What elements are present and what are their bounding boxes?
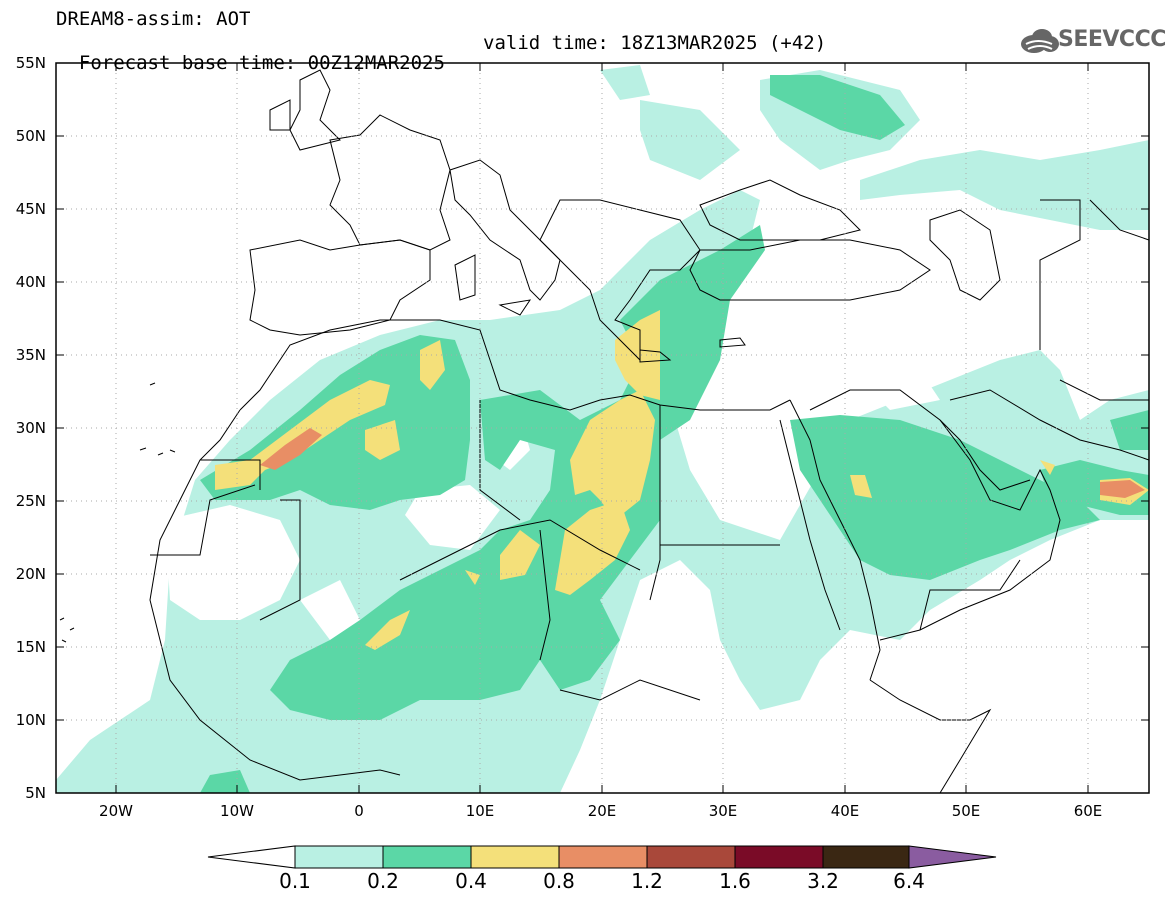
coastlines [59,69,1149,793]
lat-label: 20N [15,565,46,583]
colorbar-label: 0.1 [279,869,311,893]
lat-label: 25N [15,492,46,510]
lat-label: 10N [15,711,46,729]
lon-label: 10E [465,802,495,820]
colorbar-label: 1.2 [631,869,663,893]
colorbar-label: 0.2 [367,869,399,893]
lat-label: 15N [15,638,46,656]
lat-label: 30N [15,419,46,437]
colorbar-bin-4 [558,845,648,869]
graticule [56,63,1149,793]
colorbar-label: 3.2 [807,869,839,893]
cloud-icon [1021,29,1059,53]
lon-label: 0 [354,802,364,820]
lon-label: 10W [220,802,254,820]
colorbar-bin-2 [382,845,472,869]
colorbar-bin-3 [470,845,560,869]
lat-label: 5N [25,784,46,802]
colorbar-under [207,845,296,869]
colorbar-label: 1.6 [719,869,751,893]
colorbar-over [908,845,997,869]
lat-label: 35N [15,346,46,364]
lon-label: 30E [708,802,738,820]
lat-label: 50N [15,127,46,145]
colorbar-bin-1 [294,845,384,869]
valid-time: valid time: 18Z13MAR2025 (+42) [483,32,827,54]
lon-label: 40E [830,802,860,820]
title-line-1: DREAM8-assim: AOT [56,8,251,30]
colorbar-label: 0.8 [543,869,575,893]
lon-label: 20W [99,802,133,820]
lat-label: 45N [15,200,46,218]
aot-field [56,65,1149,793]
seevccc-logo: SEEVCCC [1058,27,1165,52]
lon-label: 50E [951,802,981,820]
colorbar-label: 6.4 [893,869,925,893]
colorbar-label: 0.4 [455,869,487,893]
lon-label: 60E [1073,802,1103,820]
colorbar-bin-5 [646,845,736,869]
lon-label: 20E [587,802,617,820]
lat-label: 40N [15,273,46,291]
lat-label: 55N [15,54,46,72]
colorbar-bin-7 [822,845,910,869]
colorbar-bin-6 [734,845,824,869]
colorbar [207,845,997,869]
